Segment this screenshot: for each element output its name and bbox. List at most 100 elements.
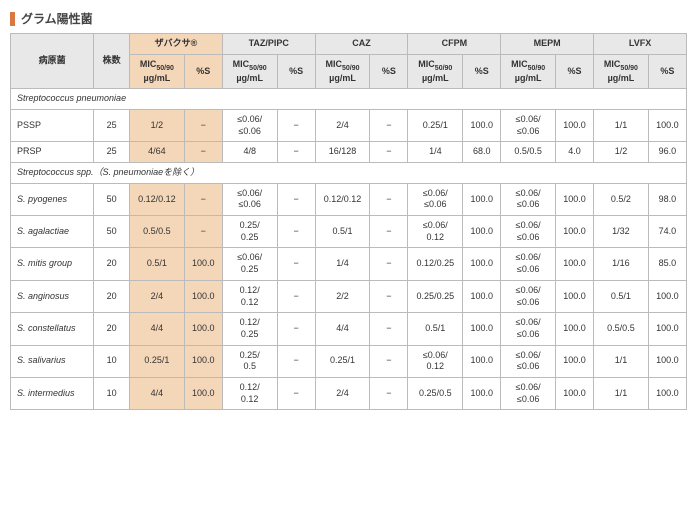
- ps-cell: −: [277, 280, 315, 312]
- header-ps: %S: [556, 54, 594, 89]
- ps-cell: −: [370, 345, 408, 377]
- mic-cell: ≤0.06/0.12: [408, 345, 463, 377]
- group-row: Streptococcus spp.（S. pneumoniaeを除く）: [11, 163, 687, 184]
- header-mic: MIC50/90µg/mL: [408, 54, 463, 89]
- mic-cell: ≤0.06/≤0.06: [222, 183, 277, 215]
- mic-cell: 0.25/0.5: [408, 377, 463, 409]
- ps-cell: 100.0: [463, 377, 501, 409]
- header-ps: %S: [277, 54, 315, 89]
- mic-cell: 0.25/0.25: [408, 280, 463, 312]
- mic-cell: 0.12/0.12: [222, 377, 277, 409]
- ps-cell: 96.0: [648, 142, 686, 163]
- header-drug-2: CAZ: [315, 34, 408, 55]
- mic-cell: 2/2: [315, 280, 370, 312]
- group-label: Streptococcus spp.（S. pneumoniaeを除く）: [11, 163, 687, 184]
- ps-cell: 100.0: [184, 377, 222, 409]
- mic-cell: 16/128: [315, 142, 370, 163]
- mic-cell: 0.5/1: [594, 280, 649, 312]
- ps-cell: −: [370, 142, 408, 163]
- ps-cell: 100.0: [648, 313, 686, 345]
- mic-cell: 2/4: [130, 280, 185, 312]
- table-body: Streptococcus pneumoniaePSSP251/2−≤0.06/…: [11, 89, 687, 410]
- n-cell: 20: [94, 248, 130, 280]
- header-mic: MIC50/90µg/mL: [594, 54, 649, 89]
- header-ps: %S: [463, 54, 501, 89]
- ps-cell: 100.0: [463, 280, 501, 312]
- ps-cell: 100.0: [648, 377, 686, 409]
- ps-cell: 100.0: [556, 280, 594, 312]
- mic-cell: 1/16: [594, 248, 649, 280]
- ps-cell: −: [184, 183, 222, 215]
- mic-cell: 0.25/1: [408, 109, 463, 141]
- organism-cell: S. anginosus: [11, 280, 94, 312]
- organism-cell: S. salivarius: [11, 345, 94, 377]
- mic-cell: 0.25/0.25: [222, 216, 277, 248]
- ps-cell: 100.0: [556, 183, 594, 215]
- title-bar: グラム陽性菌: [10, 10, 687, 27]
- organism-cell: S. agalactiae: [11, 216, 94, 248]
- mic-cell: 0.12/0.12: [130, 183, 185, 215]
- ps-cell: −: [277, 216, 315, 248]
- organism-cell: S. pyogenes: [11, 183, 94, 215]
- mic-cell: ≤0.06/0.25: [222, 248, 277, 280]
- mic-cell: 1/2: [594, 142, 649, 163]
- ps-cell: 100.0: [556, 109, 594, 141]
- header-drug-0: ザバクサ®: [130, 34, 223, 55]
- mic-cell: 1/4: [408, 142, 463, 163]
- mic-cell: 1/4: [315, 248, 370, 280]
- ps-cell: 98.0: [648, 183, 686, 215]
- mic-cell: ≤0.06/≤0.06: [501, 280, 556, 312]
- n-cell: 50: [94, 216, 130, 248]
- mic-cell: 4/4: [130, 377, 185, 409]
- ps-cell: −: [277, 313, 315, 345]
- table-row: S. agalactiae500.5/0.5−0.25/0.25−0.5/1−≤…: [11, 216, 687, 248]
- mic-cell: ≤0.06/≤0.06: [501, 248, 556, 280]
- table-row: PRSP254/64−4/8−16/128−1/468.00.5/0.54.01…: [11, 142, 687, 163]
- table-row: S. intermedius104/4100.00.12/0.12−2/4−0.…: [11, 377, 687, 409]
- ps-cell: −: [277, 109, 315, 141]
- mic-cell: 0.25/1: [315, 345, 370, 377]
- ps-cell: 100.0: [556, 377, 594, 409]
- n-cell: 10: [94, 377, 130, 409]
- header-ps: %S: [370, 54, 408, 89]
- ps-cell: 100.0: [463, 345, 501, 377]
- mic-cell: ≤0.06/≤0.06: [501, 313, 556, 345]
- organism-cell: PSSP: [11, 109, 94, 141]
- mic-cell: 0.5/1: [130, 248, 185, 280]
- mic-cell: 0.5/0.5: [501, 142, 556, 163]
- mic-cell: 0.12/0.12: [222, 280, 277, 312]
- mic-cell: 0.12/0.25: [408, 248, 463, 280]
- n-cell: 20: [94, 280, 130, 312]
- ps-cell: 100.0: [648, 345, 686, 377]
- ps-cell: 100.0: [184, 280, 222, 312]
- mic-cell: ≤0.06/≤0.06: [501, 345, 556, 377]
- header-pathogen: 病原菌: [11, 34, 94, 89]
- ps-cell: 100.0: [556, 216, 594, 248]
- ps-cell: −: [370, 109, 408, 141]
- ps-cell: −: [277, 248, 315, 280]
- mic-cell: ≤0.06/≤0.06: [501, 216, 556, 248]
- mic-cell: 0.12/0.25: [222, 313, 277, 345]
- header-mic: MIC50/90µg/mL: [130, 54, 185, 89]
- n-cell: 10: [94, 345, 130, 377]
- ps-cell: 100.0: [556, 345, 594, 377]
- ps-cell: 100.0: [463, 248, 501, 280]
- header-drug-4: MEPM: [501, 34, 594, 55]
- ps-cell: 68.0: [463, 142, 501, 163]
- ps-cell: 4.0: [556, 142, 594, 163]
- mic-cell: 0.12/0.12: [315, 183, 370, 215]
- ps-cell: 100.0: [648, 109, 686, 141]
- mic-cell: 0.5/2: [594, 183, 649, 215]
- organism-cell: S. constellatus: [11, 313, 94, 345]
- mic-cell: 0.25/1: [130, 345, 185, 377]
- ps-cell: −: [184, 109, 222, 141]
- mic-cell: 4/4: [315, 313, 370, 345]
- header-drug-3: CFPM: [408, 34, 501, 55]
- mic-cell: ≤0.06/≤0.06: [501, 183, 556, 215]
- n-cell: 50: [94, 183, 130, 215]
- header-ps: %S: [184, 54, 222, 89]
- mic-cell: ≤0.06/≤0.06: [222, 109, 277, 141]
- ps-cell: 85.0: [648, 248, 686, 280]
- mic-cell: 2/4: [315, 109, 370, 141]
- header-ps: %S: [648, 54, 686, 89]
